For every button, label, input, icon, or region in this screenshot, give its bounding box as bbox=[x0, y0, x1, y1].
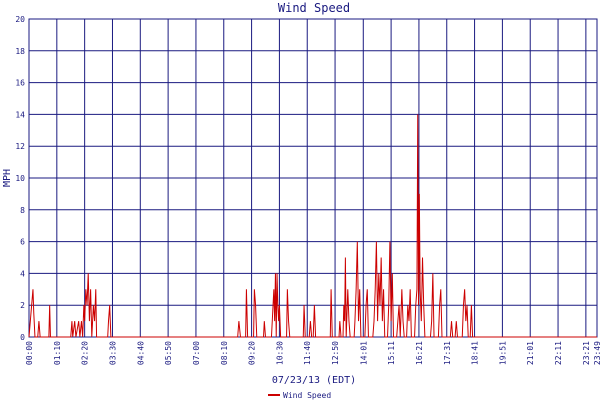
x-tick-label: 17:31 bbox=[443, 341, 452, 365]
y-tick-label: 20 bbox=[15, 15, 25, 24]
x-axis-ticks: 00:00 01:10 02:20 03:30 04:40 05:50 07:00 08:10… bbox=[25, 341, 600, 365]
y-tick-label: 16 bbox=[15, 79, 25, 88]
y-tick-label: 8 bbox=[20, 206, 25, 215]
series-group bbox=[28, 114, 597, 338]
y-tick-label: 2 bbox=[20, 301, 25, 310]
chart-title: Wind Speed bbox=[278, 1, 350, 15]
y-tick-label: 18 bbox=[15, 47, 25, 56]
x-tick-label: 09:20 bbox=[248, 341, 257, 365]
x-tick-label: 18:41 bbox=[471, 341, 480, 365]
x-tick-label: 07:00 bbox=[192, 341, 201, 365]
y-tick-label: 10 bbox=[15, 174, 25, 183]
x-tick-label: 11:40 bbox=[303, 341, 312, 365]
y-tick-label: 4 bbox=[20, 269, 25, 278]
x-tick-label: 14:01 bbox=[359, 341, 368, 365]
y-axis-label: MPH bbox=[2, 169, 13, 187]
x-tick-label: 08:10 bbox=[220, 341, 229, 365]
x-tick-label: 16:21 bbox=[415, 341, 424, 365]
x-tick-label: 12:50 bbox=[331, 341, 340, 365]
legend: Wind Speed bbox=[268, 391, 331, 400]
x-tick-label: 04:40 bbox=[136, 341, 145, 365]
x-tick-label: 23:49 bbox=[593, 341, 600, 365]
y-tick-label: 6 bbox=[20, 238, 25, 247]
x-tick-label: 10:30 bbox=[275, 341, 284, 365]
y-tick-label: 0 bbox=[20, 333, 25, 342]
x-tick-label: 15:11 bbox=[387, 341, 396, 365]
x-tick-label: 05:50 bbox=[164, 341, 173, 365]
x-tick-label: 00:00 bbox=[25, 341, 34, 365]
x-tick-label: 03:30 bbox=[108, 341, 117, 365]
x-axis-label: 07/23/13 (EDT) bbox=[272, 375, 356, 386]
x-tick-label: 01:10 bbox=[53, 341, 62, 365]
series-line-wind-speed bbox=[28, 114, 597, 338]
x-tick-label: 21:01 bbox=[526, 341, 535, 365]
legend-label-wind-speed: Wind Speed bbox=[283, 391, 331, 400]
x-tick-label: 22:11 bbox=[554, 341, 563, 365]
y-axis-ticks: 0 2 4 6 8 10 12 14 16 18 20 bbox=[15, 15, 25, 342]
y-tick-label: 12 bbox=[15, 142, 25, 151]
x-tick-label: 19:51 bbox=[498, 341, 507, 365]
x-tick-label: 23:21 bbox=[582, 341, 591, 365]
grid bbox=[28, 18, 598, 338]
y-tick-label: 14 bbox=[15, 110, 25, 119]
x-tick-label: 02:20 bbox=[81, 341, 90, 365]
